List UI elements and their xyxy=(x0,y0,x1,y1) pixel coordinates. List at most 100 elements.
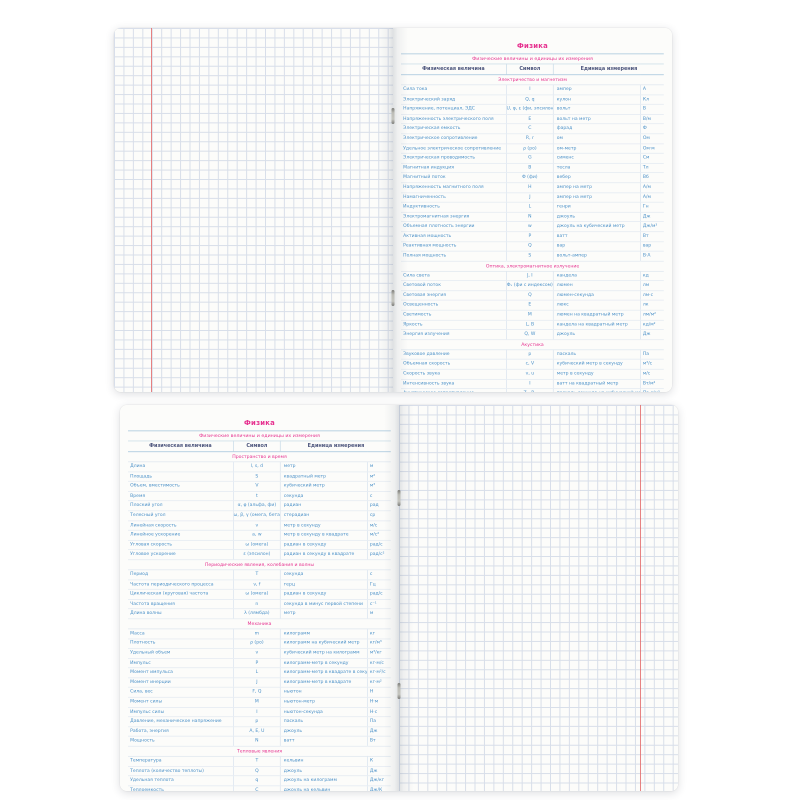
quantity-name: Полная мощность xyxy=(401,251,507,262)
quantity-symbol: ε (эпсилон) xyxy=(232,549,281,561)
section-header: Тепловые явления xyxy=(128,746,392,757)
staple xyxy=(391,290,395,307)
quantity-symbol: Φᵥ (фи с индексом) xyxy=(505,280,554,292)
quantity-symbol: w xyxy=(505,221,554,233)
quantity-name: Интенсивность звука xyxy=(401,379,507,390)
unit-abbr: м xyxy=(366,461,392,472)
quantity-name: Длина волны xyxy=(128,608,234,620)
section-header: Акустика xyxy=(401,339,665,351)
unit-name: вебер xyxy=(553,172,641,184)
quantity-name: Момент силы xyxy=(128,697,234,708)
quantity-name: Индуктивность xyxy=(401,202,507,213)
unit-name: вар xyxy=(553,241,641,252)
column-header-unit: Единица измерения xyxy=(280,440,392,453)
unit-abbr: вар xyxy=(639,241,665,252)
quantity-symbol: t xyxy=(232,491,281,502)
quantity-symbol: Q xyxy=(505,290,554,301)
table-row: Скорость звука v, u метр в секунду м/с xyxy=(401,369,665,380)
unit-abbr: рад/с xyxy=(366,589,392,600)
quantity-name: Плоский угол xyxy=(128,500,234,512)
unit-name: джоуль xyxy=(280,726,368,737)
unit-abbr: Гц xyxy=(366,579,392,590)
quantity-name: Удельный объем xyxy=(128,648,234,659)
unit-name: паскаль-секунда на кубический метр xyxy=(553,388,641,392)
quantity-symbol: a, w xyxy=(232,530,281,541)
unit-abbr: рад/с² xyxy=(366,549,392,561)
quantity-symbol: Φ (фи) xyxy=(505,172,554,184)
unit-abbr: м³/кг xyxy=(366,648,392,659)
unit-abbr: Гн xyxy=(639,202,665,213)
physics-units-table: Физические величины и единицы их измерен… xyxy=(128,430,392,791)
quantity-symbol: C xyxy=(505,123,554,135)
quantity-name: Активная мощность xyxy=(401,231,507,242)
section-header: Пространство и время xyxy=(128,451,392,463)
table-row: Циклическая (круговая) частота ω (омега) р… xyxy=(128,589,392,600)
unit-name: метр xyxy=(280,608,368,620)
table-row: Время t секунда с xyxy=(128,491,392,502)
quantity-symbol: l, s, d xyxy=(232,461,281,472)
quantity-symbol: E xyxy=(505,300,554,311)
quantity-symbol: J xyxy=(505,192,554,203)
table-row: Частота вращения n секунда в минус первой … xyxy=(128,599,392,610)
quantity-symbol: ρ (ро) xyxy=(232,638,281,649)
unit-abbr: с xyxy=(366,491,392,502)
quantity-name: Плотность xyxy=(128,638,234,649)
column-header-row: Физическая величина Символ Единица измер… xyxy=(128,440,392,453)
section-header-row: Электричество и магнетизм xyxy=(401,74,665,86)
quantity-name: Угловое ускорение xyxy=(128,549,234,561)
unit-name: секунда xyxy=(280,569,368,580)
unit-abbr: Ф xyxy=(639,123,665,135)
unit-abbr: кг·м/с xyxy=(366,658,392,669)
unit-name: кандела на квадратный метр xyxy=(553,320,641,331)
physics-units-table: Физические величины и единицы их измерен… xyxy=(401,53,665,392)
quantity-symbol: ν, f xyxy=(232,579,281,590)
unit-name: радиан в секунду в квадрате xyxy=(280,549,368,561)
quantity-name: Давление, механическое напряжение xyxy=(128,716,234,728)
quantity-name: Реактивная мощность xyxy=(401,241,507,252)
quantity-name: Линейная скорость xyxy=(128,520,234,531)
unit-abbr: с xyxy=(366,569,392,580)
unit-name: стерадиан xyxy=(280,510,368,521)
unit-name: килограмм-метр в секунду xyxy=(280,658,368,669)
unit-abbr: Вт xyxy=(366,736,392,747)
unit-name: ньютон xyxy=(280,687,368,698)
quantity-symbol: T xyxy=(232,569,281,580)
unit-name: секунда в минус первой степени xyxy=(280,599,368,610)
quantity-symbol: Q xyxy=(505,241,554,252)
grid-page-top-left xyxy=(114,28,393,392)
unit-abbr: Па xyxy=(639,349,665,360)
table-row: Звуковое давление p паскаль Па xyxy=(401,349,665,360)
unit-abbr: рад/с xyxy=(366,540,392,551)
quantity-symbol: V xyxy=(232,481,281,492)
unit-name: килограмм на кубический метр xyxy=(280,638,368,649)
unit-name: ампер на метр xyxy=(553,182,641,193)
table-row: Удельный объем v кубический метр на килогр… xyxy=(128,648,392,659)
table-row: Плотность ρ (ро) килограмм на кубический м… xyxy=(128,638,392,649)
quantity-name: Энергия излучения xyxy=(401,329,507,340)
quantity-name: Объемная скорость xyxy=(401,359,507,370)
unit-name: кулон xyxy=(553,94,641,105)
unit-abbr: м/с xyxy=(639,369,665,380)
quantity-name: Объемная плотность энергии xyxy=(401,221,507,233)
quantity-name: Световая энергия xyxy=(401,290,507,301)
unit-name: генри xyxy=(553,202,641,213)
unit-abbr: Н·м xyxy=(366,697,392,708)
quantity-name: Звуковое давление xyxy=(401,349,507,360)
table-row: Магнитный поток Φ (фи) вебер Вб xyxy=(401,172,665,184)
quantity-name: Акустическое сопротивление xyxy=(401,388,507,392)
unit-name: кандела xyxy=(553,271,641,282)
quantity-symbol: N xyxy=(232,736,281,747)
section-header: Оптика, электромагнитное излучение xyxy=(401,261,665,272)
unit-abbr: лк xyxy=(639,300,665,311)
